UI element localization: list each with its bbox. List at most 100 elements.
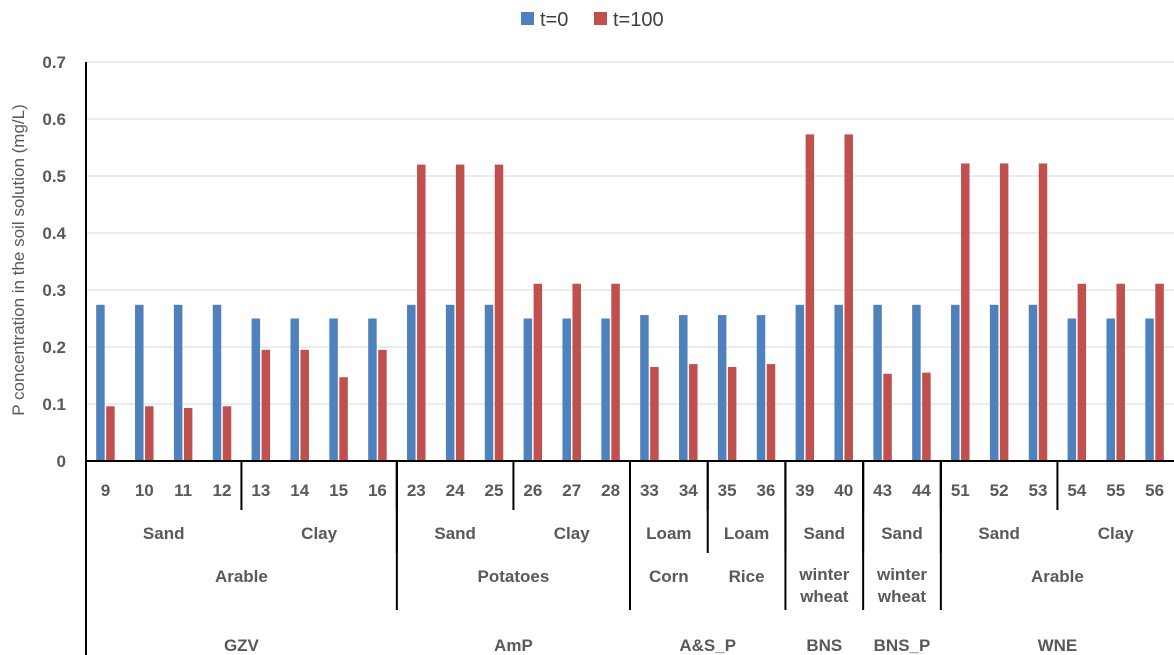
x-tick-label: 10: [135, 481, 154, 500]
bar-t0: [1145, 318, 1154, 461]
bar-t100: [650, 366, 659, 461]
group-label: WNE: [1038, 636, 1078, 655]
x-tick-label: 16: [368, 481, 387, 500]
legend-swatch: [521, 12, 534, 25]
x-tick-label: 23: [407, 481, 426, 500]
bar-t100: [183, 407, 193, 461]
legend-entry: t=100: [613, 9, 664, 31]
x-axis-categories: 9 10 11 12 13 14 15 16 23 24 25 26 27 28 33 34 35 36 39 40 4…: [101, 461, 1164, 655]
bar-t0: [329, 318, 338, 461]
group-label: Sand: [804, 524, 846, 543]
y-tick-label: 0.4: [42, 224, 66, 243]
x-tick-label: 54: [1067, 481, 1086, 500]
group-label: Sand: [143, 524, 185, 543]
bar-t0: [562, 318, 571, 461]
x-tick-label: 55: [1106, 481, 1125, 500]
group-label: AmP: [494, 636, 533, 655]
bar-t0: [445, 304, 455, 461]
y-tick-label: 0.1: [42, 395, 66, 414]
x-tick-label: 28: [601, 481, 620, 500]
bar-t100: [611, 283, 620, 461]
x-tick-label: 52: [990, 481, 1009, 500]
x-tick-label: 26: [523, 481, 542, 500]
group-label: A&S_P: [679, 636, 736, 655]
bar-t100: [1038, 163, 1048, 461]
group-label: GZV: [224, 636, 260, 655]
bar-t0: [989, 304, 999, 461]
bar-t0: [640, 315, 649, 461]
bar-t0: [795, 304, 805, 461]
bar-t0: [1028, 304, 1038, 461]
x-tick-label: 43: [873, 481, 892, 500]
bar-t100: [145, 406, 154, 461]
bar-t0: [173, 304, 183, 461]
y-axis-label: P concentration in the soil solution (mg…: [9, 104, 28, 416]
bar-t0: [96, 304, 105, 461]
bar-t100: [1077, 283, 1087, 461]
bar-t0: [756, 315, 766, 461]
bar-t100: [1116, 283, 1125, 461]
bar-t0: [407, 304, 416, 461]
group-label: winter wheat: [876, 565, 927, 606]
group-label: BNS: [806, 636, 842, 655]
x-tick-label: 13: [251, 481, 270, 500]
y-tick-label: 0.3: [42, 281, 66, 300]
bar-t0: [290, 318, 299, 461]
x-tick-label: 56: [1145, 481, 1164, 500]
x-tick-label: 27: [562, 481, 581, 500]
x-tick-label: 25: [485, 481, 504, 500]
bar-t100: [106, 406, 115, 461]
group-label: Clay: [1098, 524, 1134, 543]
group-label: Sand: [978, 524, 1020, 543]
bar-t0: [951, 304, 960, 461]
legend-entry: t=0: [540, 9, 568, 31]
y-tick-label: 0.7: [42, 53, 66, 72]
x-tick-label: 39: [795, 481, 814, 500]
bar-t0: [679, 315, 688, 461]
bar-t100: [766, 364, 776, 461]
x-tick-label: 12: [213, 481, 232, 500]
y-tick-label: 0: [57, 452, 66, 471]
bar-t0: [1067, 318, 1077, 461]
bar-t100: [572, 283, 581, 461]
bar-t0: [873, 304, 882, 461]
group-label: Clay: [554, 524, 590, 543]
x-tick-label: 11: [174, 481, 192, 500]
bar-t0: [523, 318, 533, 461]
x-tick-label: 53: [1029, 481, 1048, 500]
bar-t0: [1106, 318, 1115, 461]
x-tick-label: 51: [951, 481, 970, 500]
x-tick-label: 9: [101, 481, 110, 500]
bar-t100: [261, 349, 271, 461]
x-tick-label: 35: [718, 481, 737, 500]
bar-t0: [251, 318, 261, 461]
bar-t0: [484, 304, 494, 461]
group-label: Potatoes: [478, 567, 550, 586]
bar-t0: [601, 318, 610, 461]
bars: [96, 134, 1164, 461]
y-tick-label: 0.5: [42, 167, 66, 186]
bar-t100: [455, 164, 465, 461]
group-label: Clay: [301, 524, 337, 543]
x-tick-label: 44: [912, 481, 931, 500]
y-axis-ticks: 0 0.1 0.2 0.3 0.4 0.5 0.6 0.7: [42, 53, 66, 471]
bar-t100: [999, 163, 1009, 461]
bar-t100: [533, 283, 543, 461]
bar-t0: [135, 304, 144, 461]
gridlines: [86, 61, 1174, 405]
group-label: Loam: [724, 524, 769, 543]
x-tick-label: 15: [329, 481, 348, 500]
bar-t100: [727, 366, 737, 461]
legend-swatch: [594, 12, 607, 25]
y-tick-label: 0.2: [42, 338, 66, 357]
bar-t100: [961, 163, 970, 461]
bar-t100: [378, 349, 387, 461]
bar-t100: [689, 364, 698, 461]
x-tick-label: 24: [446, 481, 465, 500]
bar-t100: [339, 377, 348, 461]
group-label: Corn: [649, 567, 689, 586]
legend: t=0 t=100: [521, 9, 664, 31]
bar-t100: [1155, 283, 1164, 461]
bar-t0: [834, 304, 843, 461]
